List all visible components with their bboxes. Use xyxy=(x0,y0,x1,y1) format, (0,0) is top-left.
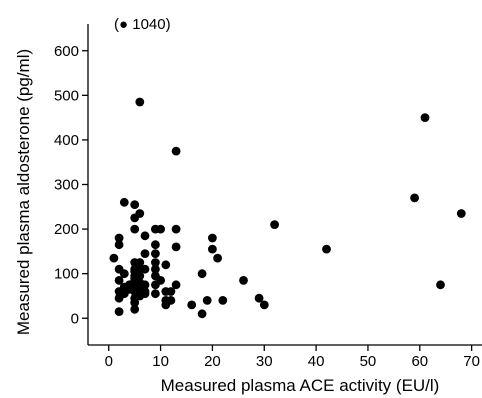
data-point xyxy=(436,280,445,290)
data-point xyxy=(140,289,150,299)
data-point xyxy=(135,271,145,281)
x-tick-label: 70 xyxy=(463,353,480,370)
data-point xyxy=(114,233,124,243)
x-axis-title: Measured plasma ACE activity (EU/l) xyxy=(161,376,440,395)
data-point xyxy=(114,240,124,250)
data-point xyxy=(270,220,279,230)
data-point xyxy=(135,97,145,107)
data-point xyxy=(130,200,140,210)
data-point xyxy=(140,231,150,241)
x-tick-label: 60 xyxy=(411,353,428,370)
x-tick-label: 30 xyxy=(256,353,273,370)
data-point xyxy=(114,307,124,316)
data-point xyxy=(166,287,176,296)
data-point xyxy=(130,304,140,314)
y-tick-label: 100 xyxy=(54,266,79,283)
y-tick-label: 600 xyxy=(54,43,79,60)
x-tick-label: 0 xyxy=(105,353,113,370)
data-point xyxy=(130,298,140,307)
data-point xyxy=(171,242,181,252)
data-point xyxy=(151,240,160,250)
data-point xyxy=(187,300,197,310)
y-axis-title: Measured plasma aldosterone (pg/ml) xyxy=(14,49,33,335)
data-point xyxy=(151,264,160,274)
data-point xyxy=(140,249,150,258)
data-point xyxy=(130,224,140,234)
data-point xyxy=(161,260,171,270)
data-point xyxy=(213,253,223,263)
data-point xyxy=(151,289,160,299)
outlier-annotation-label: (● 1040) xyxy=(114,16,171,33)
data-point xyxy=(151,258,160,267)
data-point xyxy=(140,280,150,290)
data-points xyxy=(109,97,466,319)
data-point xyxy=(218,296,228,305)
y-tick-label: 500 xyxy=(54,87,79,104)
data-point xyxy=(197,269,207,279)
data-point xyxy=(171,280,181,290)
x-tick-label: 50 xyxy=(360,353,377,370)
y-tick-label: 0 xyxy=(71,310,79,327)
x-tick-label: 40 xyxy=(308,353,325,370)
y-tick-label: 400 xyxy=(54,132,79,149)
data-point xyxy=(171,146,181,156)
x-tick-label: 20 xyxy=(204,353,221,370)
data-point xyxy=(259,300,269,310)
data-point xyxy=(119,269,129,279)
y-tick-label: 200 xyxy=(54,221,79,238)
data-point xyxy=(254,293,264,303)
data-point xyxy=(156,224,166,234)
data-point xyxy=(109,253,119,263)
y-tick-label: 300 xyxy=(54,177,79,194)
data-point xyxy=(156,276,166,285)
data-point xyxy=(114,276,124,285)
data-point xyxy=(135,258,145,267)
data-point xyxy=(151,249,160,258)
data-point xyxy=(208,233,217,243)
data-point xyxy=(239,276,248,285)
data-point xyxy=(197,309,207,319)
data-point xyxy=(119,197,129,207)
data-point xyxy=(208,244,217,254)
data-point xyxy=(420,113,430,122)
outlier-annotation: (● 1040) xyxy=(114,16,171,33)
data-point xyxy=(166,296,176,305)
data-point xyxy=(202,296,212,305)
data-point xyxy=(171,224,181,234)
data-point xyxy=(140,264,150,274)
x-tick-label: 10 xyxy=(152,353,169,370)
data-point xyxy=(410,193,419,203)
axes: 0 100 200 300 400 500 600 0 10 20 30 40 50 60 70 xyxy=(54,24,482,370)
data-point xyxy=(456,209,466,218)
data-point xyxy=(322,244,331,254)
data-point xyxy=(135,209,145,218)
